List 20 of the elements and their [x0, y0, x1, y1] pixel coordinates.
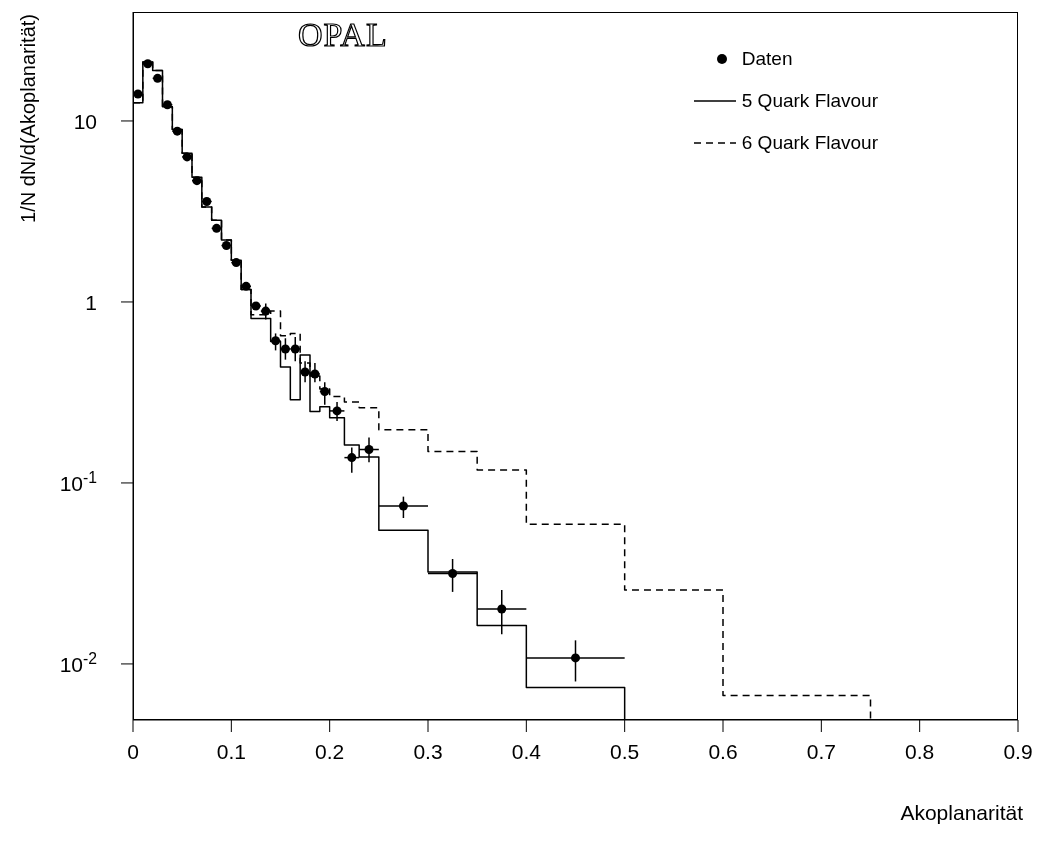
x-tick-label: 0.2	[315, 739, 345, 763]
x-axis-title: Akoplanarität	[900, 801, 1024, 824]
legend-label: 5 Quark Flavour	[741, 89, 878, 113]
x-tick-label: 0.1	[216, 739, 246, 763]
legend-label: Daten	[741, 47, 793, 71]
legend-label: 6 Quark Flavour	[741, 131, 878, 155]
x-tick-label: 0.6	[708, 739, 738, 763]
annotation: OPAL	[298, 16, 388, 54]
x-tick-label: 0.9	[1003, 739, 1033, 763]
x-tick-label: 0.3	[413, 739, 443, 763]
y-tick-label: 10	[73, 109, 97, 133]
y-tick-label: 10$^{-1}$	[59, 468, 97, 495]
x-tick-label: 0	[127, 739, 139, 763]
x-tick-label: 0.4	[511, 739, 542, 763]
x-tick-label: 0.7	[806, 739, 836, 763]
y-tick-label: 10$^{-2}$	[59, 649, 97, 676]
x-tick-label: 0.5	[610, 739, 640, 763]
y-tick-label: 1	[85, 290, 97, 314]
x-tick-label: 0.8	[905, 739, 935, 763]
y-axis-title: 1/N dN/d(Akoplanarität)	[17, 14, 39, 223]
